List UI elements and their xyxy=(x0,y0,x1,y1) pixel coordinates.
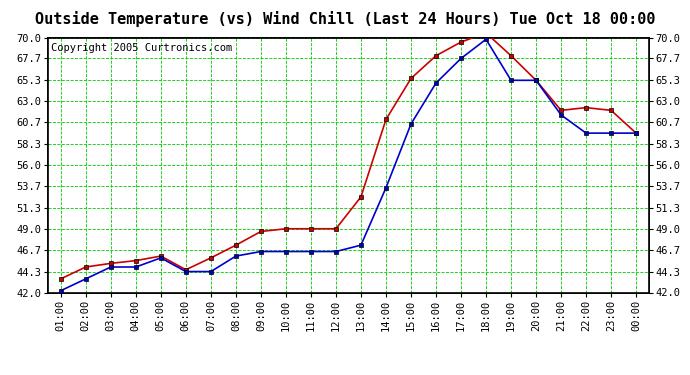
Text: Outside Temperature (vs) Wind Chill (Last 24 Hours) Tue Oct 18 00:00: Outside Temperature (vs) Wind Chill (Las… xyxy=(34,11,655,27)
Text: Copyright 2005 Curtronics.com: Copyright 2005 Curtronics.com xyxy=(51,43,233,52)
